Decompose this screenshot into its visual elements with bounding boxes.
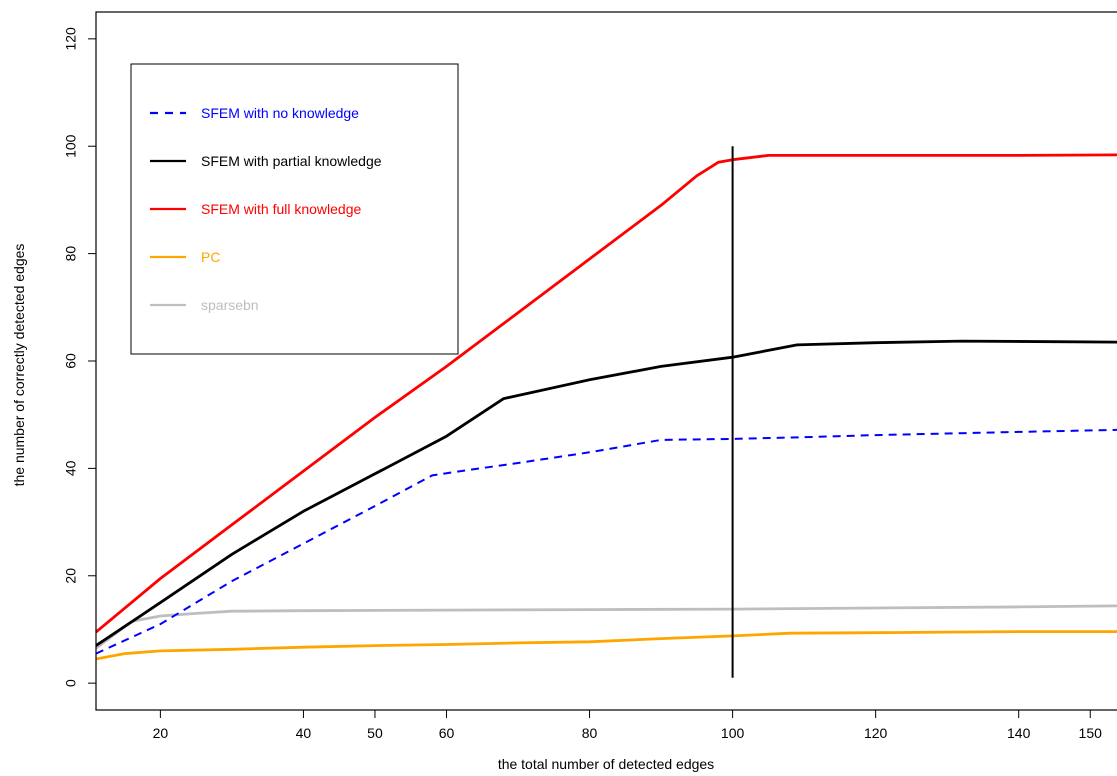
- series-line-0: [96, 430, 1117, 654]
- legend-label-1: SFEM with partial knowledge: [201, 153, 382, 169]
- x-tick-label-1: 40: [296, 725, 312, 741]
- x-tick-label-8: 150: [1079, 725, 1103, 741]
- x-tick-label-7: 140: [1007, 725, 1031, 741]
- y-axis-title: the number of correctly detected edges: [11, 244, 27, 487]
- x-tick-label-2: 50: [367, 725, 383, 741]
- y-axis: 0 20 40 60 80 100 120: [63, 27, 96, 687]
- x-axis-title: the total number of detected edges: [498, 756, 714, 772]
- series-line-1: [96, 341, 1117, 645]
- y-tick-label-1: 20: [63, 568, 79, 584]
- legend-label-4: sparsebn: [201, 297, 259, 313]
- x-tick-label-4: 80: [582, 725, 598, 741]
- legend-label-2: SFEM with full knowledge: [201, 201, 362, 217]
- y-tick-label-0: 0: [63, 679, 79, 687]
- legend: SFEM with no knowledge SFEM with partial …: [131, 64, 458, 354]
- legend-label-3: PC: [201, 249, 220, 265]
- y-tick-label-4: 80: [63, 246, 79, 262]
- legend-label-0: SFEM with no knowledge: [201, 105, 359, 121]
- x-tick-label-3: 60: [439, 725, 455, 741]
- x-axis: 20 40 50 60 80 100 120 140 150: [153, 710, 1103, 741]
- series-line-3: [96, 632, 1117, 659]
- y-tick-label-2: 40: [63, 460, 79, 476]
- y-tick-label-5: 100: [63, 134, 79, 158]
- x-tick-label-5: 100: [721, 725, 745, 741]
- y-tick-label-6: 120: [63, 27, 79, 51]
- y-tick-label-3: 60: [63, 353, 79, 369]
- x-tick-label-6: 120: [864, 725, 888, 741]
- x-tick-label-0: 20: [153, 725, 169, 741]
